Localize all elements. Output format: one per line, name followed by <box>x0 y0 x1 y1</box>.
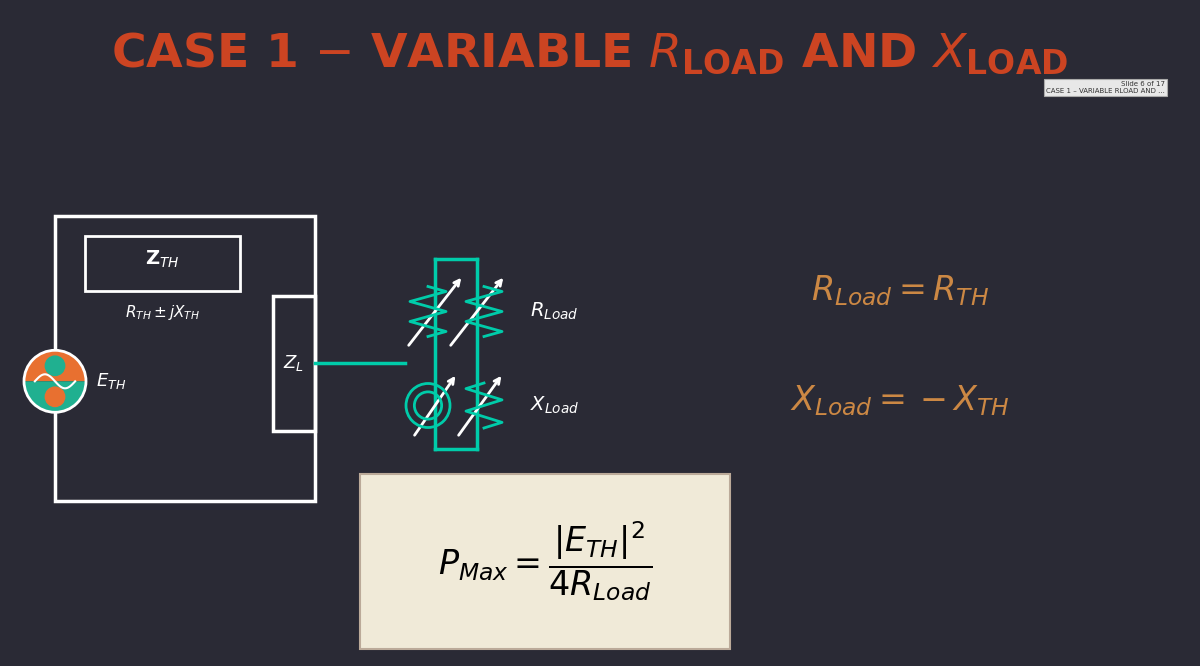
Wedge shape <box>24 382 86 412</box>
Text: $\mathbf{Z}_{TH}$: $\mathbf{Z}_{TH}$ <box>145 249 180 270</box>
Text: $P_{Max} = \dfrac{|E_{TH}|^2}{4R_{Load}}$: $P_{Max} = \dfrac{|E_{TH}|^2}{4R_{Load}}… <box>438 519 652 603</box>
Bar <box>274 296 316 431</box>
Circle shape <box>46 356 65 376</box>
Text: $Z_L$: $Z_L$ <box>283 354 305 374</box>
Text: $X_{Load}$: $X_{Load}$ <box>530 395 580 416</box>
Text: $R_{TH} \pm jX_{TH}$: $R_{TH} \pm jX_{TH}$ <box>125 304 200 322</box>
Bar <box>85 236 240 291</box>
Text: Slide 6 of 17
CASE 1 – VARIABLE RLOAD AND ...: Slide 6 of 17 CASE 1 – VARIABLE RLOAD AN… <box>1046 81 1165 94</box>
Text: $X_{Load} = -X_{TH}$: $X_{Load} = -X_{TH}$ <box>790 384 1010 418</box>
Text: $E_{TH}$: $E_{TH}$ <box>96 372 126 392</box>
FancyBboxPatch shape <box>360 474 730 649</box>
Text: $R_{Load}$: $R_{Load}$ <box>530 301 578 322</box>
Bar <box>55 216 316 501</box>
Circle shape <box>46 387 65 406</box>
Text: $R_{Load} = R_{TH}$: $R_{Load} = R_{TH}$ <box>811 274 989 308</box>
Wedge shape <box>24 350 86 382</box>
Text: CASE 1 $-$ VARIABLE $R_{\mathregular{LOAD}}$ AND $X_{\mathregular{LOAD}}$: CASE 1 $-$ VARIABLE $R_{\mathregular{LOA… <box>112 31 1069 77</box>
